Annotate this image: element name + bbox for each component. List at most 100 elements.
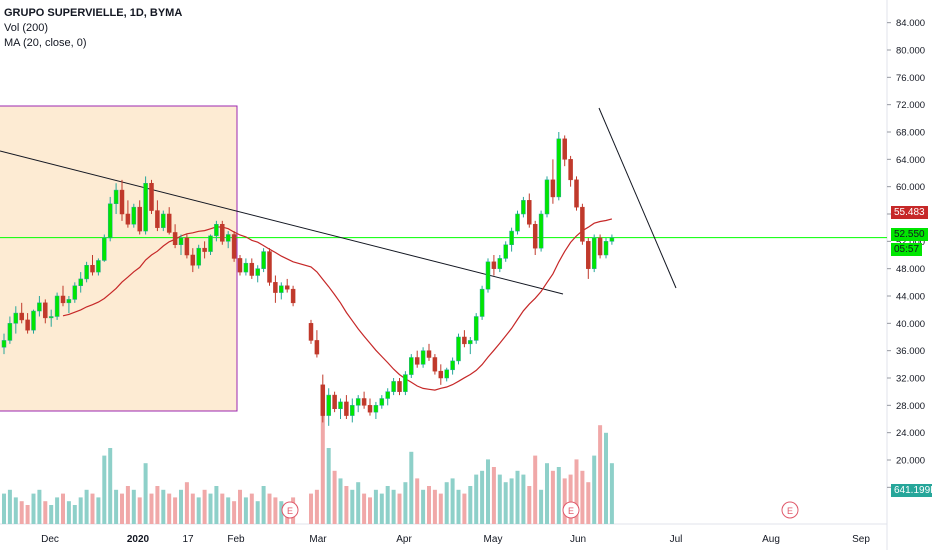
volume-bar <box>179 489 183 524</box>
candle-body <box>350 405 355 416</box>
y-tick-label: 64.000 <box>896 155 925 166</box>
candle-body <box>432 357 438 372</box>
candle-body <box>338 401 343 409</box>
y-tick-label: 24.000 <box>896 428 925 439</box>
volume-bar <box>220 493 225 524</box>
symbol-title[interactable]: GRUPO SUPERVIELLE, 1D, BYMA <box>4 7 183 19</box>
volume-bar <box>515 470 520 524</box>
volume-bar <box>320 410 325 524</box>
candle-body <box>31 310 36 331</box>
candle-body <box>137 206 142 232</box>
volume-bar <box>486 459 490 524</box>
candle-body <box>172 232 178 245</box>
highlight-box <box>0 105 238 412</box>
volume-bar <box>108 448 113 524</box>
volume-bar <box>261 486 266 524</box>
volume-bar <box>78 497 83 524</box>
volume-bar <box>403 482 408 524</box>
volume-bar <box>350 489 355 524</box>
candle-body <box>190 254 196 266</box>
volume-bar <box>279 501 284 524</box>
moving-average-line <box>62 218 613 391</box>
x-tick-label: Mar <box>309 534 327 545</box>
y-tick-label: 44.000 <box>896 292 925 303</box>
volume-indicator-label[interactable]: Vol (200) <box>4 22 49 34</box>
candle-body <box>237 258 243 273</box>
volume-bar <box>409 451 414 524</box>
volume-bar <box>438 493 443 524</box>
y-tick-label: 80.000 <box>896 46 925 57</box>
candle-body <box>361 398 367 406</box>
candle-body <box>13 312 19 324</box>
candle-body <box>320 384 326 416</box>
volume-bar <box>7 489 12 524</box>
candle-body <box>509 230 514 245</box>
volume-bar <box>609 463 614 524</box>
volume-bar <box>509 478 514 524</box>
volume-bar <box>356 482 361 524</box>
candle-body <box>521 200 526 215</box>
candle-body <box>444 369 449 379</box>
candle-body <box>273 282 278 293</box>
volume-bar <box>527 486 532 524</box>
ma-indicator-label[interactable]: MA (20, close, 0) <box>4 37 87 49</box>
volume-bar <box>568 474 573 524</box>
trend-line-long <box>0 150 564 295</box>
candle-body <box>603 241 609 256</box>
candle-body <box>591 237 597 269</box>
volume-bar <box>480 470 485 524</box>
candle-body <box>556 138 562 198</box>
candle-body <box>403 374 408 392</box>
candle-body <box>96 260 101 273</box>
earnings-marker-icon <box>562 501 580 519</box>
candle-body <box>379 398 385 406</box>
candle-body <box>491 261 497 269</box>
last-price-label: 52.550 <box>891 228 928 241</box>
candle-body <box>391 381 396 392</box>
volume-bar <box>232 501 237 524</box>
candle-body <box>19 312 24 321</box>
x-tick-label: Dec <box>41 534 59 545</box>
volume-bar <box>474 474 479 524</box>
volume-bar <box>444 482 449 524</box>
volume-bar <box>314 489 319 524</box>
volume-bar <box>391 489 396 524</box>
earnings-marker-label: E <box>568 506 574 516</box>
volume-bar <box>249 493 254 524</box>
candle-body <box>184 237 190 256</box>
candle-body <box>196 247 201 266</box>
volume-bar <box>332 470 337 524</box>
candle-body <box>344 401 349 416</box>
candle-body <box>243 262 249 273</box>
candle-body <box>414 357 420 365</box>
earnings-marker-icon <box>281 501 299 519</box>
volume-bar <box>562 478 567 524</box>
candle-body <box>279 285 284 293</box>
volume-bar <box>556 467 561 524</box>
volume-bar <box>149 493 154 524</box>
ma-price-label: 55.483 <box>891 206 928 219</box>
trend-line-short <box>598 107 677 289</box>
y-tick-label: 60.000 <box>896 182 925 193</box>
candle-body <box>420 350 426 365</box>
volume-bar <box>2 493 6 524</box>
candle-body <box>497 258 503 269</box>
volume-bar <box>368 497 372 524</box>
volume-bar <box>184 482 189 524</box>
candle-body <box>367 405 373 413</box>
candle-body <box>503 244 508 259</box>
candle-body <box>214 224 219 237</box>
volume-bar <box>550 470 555 524</box>
volume-bar <box>539 489 544 524</box>
x-tick-label: Sep <box>852 534 870 545</box>
x-tick-label: Jul <box>670 534 683 545</box>
volume-bar <box>432 489 437 524</box>
x-tick-label: May <box>484 534 503 545</box>
volume-bar <box>202 489 207 524</box>
volume-bar <box>31 493 36 524</box>
chart-legend: GRUPO SUPERVIELLE, 1D, BYMA Vol (200) MA… <box>4 6 182 51</box>
y-tick-label: 28.000 <box>896 401 925 412</box>
volume-bar <box>273 497 278 524</box>
candle-body <box>255 268 260 276</box>
